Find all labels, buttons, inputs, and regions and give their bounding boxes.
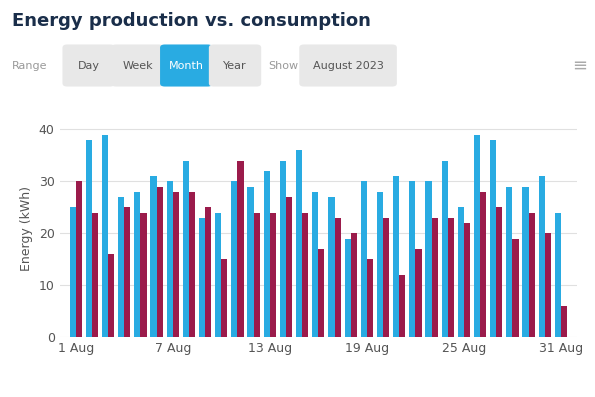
Bar	[334, 218, 341, 337]
Bar	[215, 213, 221, 337]
Bar	[76, 181, 82, 337]
Bar	[393, 176, 399, 337]
Bar	[312, 192, 318, 337]
Text: August 2023: August 2023	[312, 60, 384, 71]
Bar	[367, 260, 373, 337]
Bar	[237, 161, 243, 337]
Bar	[167, 181, 173, 337]
Bar	[253, 213, 260, 337]
Bar	[205, 208, 211, 337]
Bar	[399, 275, 405, 337]
Bar	[383, 218, 389, 337]
Bar	[108, 254, 114, 337]
Bar	[183, 161, 189, 337]
Bar	[86, 140, 92, 337]
Bar	[431, 218, 438, 337]
Bar	[538, 176, 545, 337]
Bar	[528, 213, 535, 337]
Bar	[490, 140, 496, 337]
Bar	[189, 192, 195, 337]
Bar	[270, 213, 276, 337]
Bar	[545, 233, 551, 337]
Bar	[350, 233, 357, 337]
Bar	[555, 213, 561, 337]
Bar	[458, 208, 464, 337]
Bar	[464, 223, 470, 337]
Text: Day: Day	[78, 60, 99, 71]
Text: Year: Year	[223, 60, 247, 71]
Bar	[248, 187, 253, 337]
Bar	[522, 187, 528, 337]
Bar	[264, 171, 270, 337]
Text: Month: Month	[169, 60, 203, 71]
Bar	[124, 208, 130, 337]
Bar	[441, 161, 447, 337]
Text: Range: Range	[12, 60, 48, 71]
Bar	[474, 135, 480, 337]
Bar	[447, 218, 454, 337]
Text: Week: Week	[122, 60, 153, 71]
Bar	[70, 208, 76, 337]
Bar	[415, 249, 421, 337]
Bar	[231, 181, 237, 337]
Bar	[156, 187, 162, 337]
Bar	[496, 208, 502, 337]
Text: Show: Show	[268, 60, 299, 71]
Bar	[506, 187, 512, 337]
Bar	[328, 197, 334, 337]
Bar	[151, 176, 156, 337]
Bar	[425, 181, 431, 337]
Bar	[302, 213, 308, 337]
Bar	[480, 192, 486, 337]
Bar	[118, 197, 124, 337]
Bar	[361, 181, 367, 337]
Bar	[409, 181, 415, 337]
Bar	[512, 239, 519, 337]
Bar	[280, 161, 286, 337]
Bar	[102, 135, 108, 337]
Text: Energy production vs. consumption: Energy production vs. consumption	[12, 12, 371, 30]
Bar	[561, 306, 567, 337]
Bar	[173, 192, 179, 337]
Bar	[296, 150, 302, 337]
Bar	[92, 213, 98, 337]
Bar	[318, 249, 324, 337]
Bar	[134, 192, 140, 337]
Bar	[221, 260, 227, 337]
Bar	[345, 239, 350, 337]
Bar	[286, 197, 292, 337]
Bar	[199, 218, 205, 337]
Bar	[377, 192, 383, 337]
Y-axis label: Energy (kWh): Energy (kWh)	[20, 186, 33, 271]
Bar	[140, 213, 146, 337]
Text: ≡: ≡	[572, 56, 587, 75]
